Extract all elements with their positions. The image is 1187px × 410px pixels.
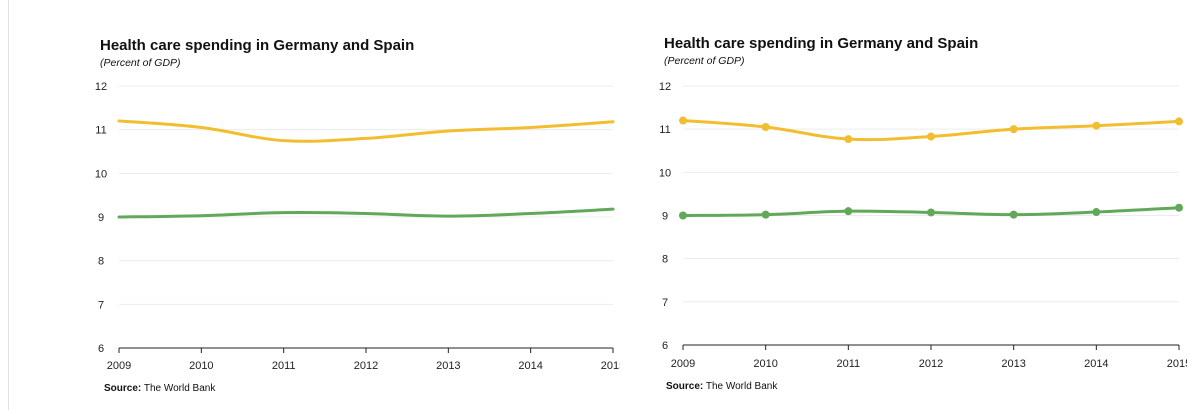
source-note: Source: The World Bank xyxy=(666,381,778,392)
chart-panel-left: Health care spending in Germany and Spai… xyxy=(95,37,620,394)
series-point xyxy=(761,123,770,132)
axis-layer: 6 7 8 9 10 11 12 2009 2010 2011 2012 2013 2014 2015 xyxy=(95,81,620,372)
chart-panel-right: Health care spending in Germany and Spai… xyxy=(620,0,1187,410)
chart-title: Health care spending in Germany and Spai… xyxy=(100,37,414,54)
grid-layer xyxy=(683,85,1179,303)
x-tick-label: 2013 xyxy=(1001,358,1025,370)
y-tick-label: 11 xyxy=(95,125,106,137)
series-point xyxy=(844,207,853,216)
y-tick-label: 9 xyxy=(662,211,668,223)
x-tick-label: 2015 xyxy=(601,360,620,372)
series-line xyxy=(117,207,615,219)
x-tick-label: 2012 xyxy=(919,358,943,370)
y-tick-label: 7 xyxy=(98,299,104,311)
y-tick-label: 10 xyxy=(659,167,671,179)
source-label: Source: xyxy=(104,383,141,394)
series-point xyxy=(844,135,853,144)
x-tick-label: 2015 xyxy=(1167,358,1187,370)
y-tick-label: 8 xyxy=(98,256,104,268)
source-text: The World Bank xyxy=(703,381,778,392)
source-label: Source: xyxy=(666,381,703,392)
series-point xyxy=(761,210,770,219)
series-line xyxy=(117,119,615,143)
series-layer xyxy=(117,119,615,219)
y-tick-label: 8 xyxy=(662,254,668,266)
grid-layer xyxy=(119,85,613,305)
x-tick-label: 2011 xyxy=(272,360,296,372)
series-point xyxy=(679,211,687,220)
x-tick-label: 2009 xyxy=(107,360,131,372)
x-tick-label: 2009 xyxy=(671,358,695,370)
x-tick-label: 2012 xyxy=(354,360,378,372)
series-layer xyxy=(679,116,1183,220)
chart-subtitle: (Percent of GDP) xyxy=(664,55,745,67)
series-point xyxy=(927,208,935,217)
y-tick-label: 6 xyxy=(98,343,104,355)
y-tick-label: 6 xyxy=(662,340,668,352)
x-tick-label: 2013 xyxy=(436,360,460,372)
y-tick-label: 9 xyxy=(98,212,104,224)
series-point xyxy=(1009,125,1018,134)
x-tick-label: 2010 xyxy=(753,358,777,370)
series-point xyxy=(1175,117,1183,126)
y-tick-label: 12 xyxy=(95,81,107,93)
y-tick-label: 11 xyxy=(659,124,670,136)
y-tick-label: 12 xyxy=(659,81,671,93)
series-point xyxy=(927,132,935,141)
x-tick-label: 2011 xyxy=(837,358,861,370)
page-left-rule xyxy=(8,0,9,410)
chart-title: Health care spending in Germany and Spai… xyxy=(664,35,978,52)
source-text: The World Bank xyxy=(141,383,216,394)
source-note: Source: The World Bank xyxy=(104,383,216,394)
line-chart-right: Health care spending in Germany and Spai… xyxy=(659,35,1187,392)
series-point xyxy=(1092,208,1101,217)
x-tick-label: 2014 xyxy=(1084,358,1108,370)
series-point xyxy=(679,116,687,125)
line-chart-left: Health care spending in Germany and Spai… xyxy=(95,37,620,394)
series-point xyxy=(1009,210,1018,219)
series-point xyxy=(1175,203,1183,212)
chart-subtitle: (Percent of GDP) xyxy=(100,57,181,69)
y-tick-label: 7 xyxy=(662,297,668,309)
x-tick-label: 2010 xyxy=(189,360,213,372)
x-tick-label: 2014 xyxy=(518,360,542,372)
axis-layer: 6 7 8 9 10 11 12 2009 2010 2011 2012 2013 2014 2015 xyxy=(659,81,1187,370)
series-point xyxy=(1092,121,1101,130)
y-tick-label: 10 xyxy=(95,168,107,180)
